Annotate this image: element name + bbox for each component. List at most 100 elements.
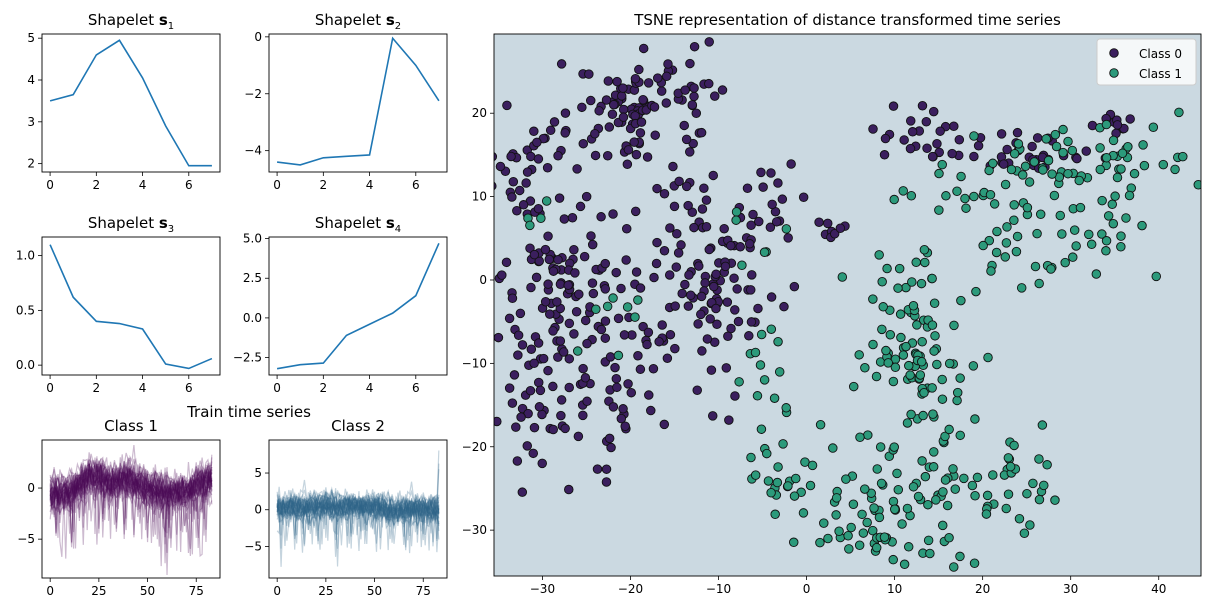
legend: Class 0 Class 1 bbox=[1096, 38, 1197, 86]
shapelet-line bbox=[49, 39, 212, 167]
scatter-point-class-0 bbox=[683, 200, 693, 211]
scatter-point-class-1 bbox=[1022, 202, 1033, 213]
scatter-point-class-0 bbox=[649, 102, 660, 112]
scatter-point-class-0 bbox=[504, 313, 515, 324]
train-series-line bbox=[276, 469, 440, 524]
scatter-point-class-0 bbox=[687, 207, 698, 218]
scatter-point-class-1 bbox=[1068, 252, 1078, 262]
scatter-point-class-1 bbox=[927, 273, 937, 284]
scatter-point-class-0 bbox=[708, 170, 719, 181]
scatter-point-class-0 bbox=[634, 64, 644, 75]
scatter-point-class-0 bbox=[722, 297, 733, 307]
shapelet-2-plot: 0 2 4 6 −4 −2 0 Shapelet s2 bbox=[244, 11, 448, 192]
scatter-point-class-1 bbox=[883, 358, 893, 368]
train-series-line bbox=[276, 489, 440, 542]
scatter-point-class-0 bbox=[616, 413, 627, 424]
scatter-point-class-1 bbox=[908, 300, 919, 311]
train-series-line bbox=[49, 463, 213, 564]
scatter-point-class-1 bbox=[591, 304, 601, 315]
scatter-point-class-0 bbox=[494, 416, 502, 427]
scatter-point-class-0 bbox=[697, 346, 707, 356]
scatter-point-class-1 bbox=[773, 336, 783, 347]
scatter-point-class-1 bbox=[1009, 200, 1019, 210]
scatter-point-class-0 bbox=[629, 137, 639, 147]
train-series-line bbox=[276, 492, 440, 567]
y-tick-label: 5 bbox=[254, 466, 262, 480]
scatter-point-class-1 bbox=[1123, 142, 1133, 152]
train-series-line bbox=[276, 486, 440, 541]
scatter-point-class-0 bbox=[601, 95, 612, 105]
scatter-point-class-1 bbox=[888, 376, 899, 387]
x-tick-label: −20 bbox=[618, 582, 643, 596]
x-tick-label: 0 bbox=[46, 178, 54, 192]
scatter-point-class-1 bbox=[907, 277, 917, 287]
scatter-point-class-1 bbox=[1101, 246, 1111, 256]
scatter-point-class-1 bbox=[888, 554, 898, 565]
scatter-point-class-0 bbox=[554, 193, 565, 203]
scatter-point-class-0 bbox=[525, 243, 535, 254]
x-tick-label: 2 bbox=[320, 178, 328, 192]
scatter-point-class-1 bbox=[572, 346, 583, 356]
scatter-point-class-1 bbox=[860, 484, 870, 494]
scatter-point-class-1 bbox=[1055, 210, 1066, 221]
scatter-point-class-1 bbox=[882, 263, 892, 274]
scatter-point-class-1 bbox=[893, 283, 903, 293]
train-series-line bbox=[49, 466, 213, 575]
train-series-line bbox=[276, 492, 440, 541]
x-tick-label: 25 bbox=[91, 584, 106, 598]
scatter-point-class-1 bbox=[1107, 199, 1118, 210]
scatter-point-class-0 bbox=[643, 327, 654, 338]
train-series-line bbox=[276, 492, 440, 551]
scatter-point-class-0 bbox=[586, 231, 596, 241]
x-tick-label: 6 bbox=[412, 178, 420, 192]
scatter-point-class-1 bbox=[731, 207, 742, 217]
scatter-point-class-0 bbox=[670, 301, 680, 311]
scatter-point-class-0 bbox=[587, 278, 598, 288]
scatter-point-class-1 bbox=[823, 533, 833, 544]
scatter-point-class-0 bbox=[518, 200, 529, 210]
scatter-point-class-1 bbox=[737, 260, 747, 270]
scatter-point-class-1 bbox=[770, 509, 780, 520]
scatter-point-class-0 bbox=[553, 255, 563, 265]
scatter-point-class-1 bbox=[731, 215, 741, 225]
legend-marker bbox=[1109, 48, 1119, 58]
scatter-point-class-1 bbox=[879, 532, 890, 542]
scatter-point-class-1 bbox=[759, 375, 770, 385]
scatter-point-class-1 bbox=[1058, 124, 1068, 135]
train-series-line bbox=[49, 462, 213, 540]
train-series-line bbox=[276, 488, 440, 528]
scatter-point-class-1 bbox=[1009, 215, 1019, 225]
x-tick-label: 0 bbox=[273, 584, 281, 598]
scatter-point-class-0 bbox=[652, 237, 662, 248]
scatter-point-class-0 bbox=[535, 385, 546, 396]
scatter-point-class-0 bbox=[742, 183, 753, 194]
shapelet-4-plot: 0 2 4 6 −2.5 0.0 2.5 5.0 Shapelet s4 bbox=[233, 214, 448, 395]
train-series-line bbox=[49, 460, 213, 512]
scatter-point-class-1 bbox=[952, 395, 962, 406]
scatter-point-class-1 bbox=[1101, 152, 1112, 163]
scatter-point-class-0 bbox=[646, 405, 656, 416]
scatter-point-class-0 bbox=[684, 270, 694, 280]
scatter-point-class-1 bbox=[919, 387, 929, 398]
scatter-point-class-0 bbox=[689, 222, 699, 233]
scatter-point-class-1 bbox=[1086, 239, 1097, 250]
scatter-point-class-0 bbox=[623, 379, 633, 389]
train-panel-title: Class 2 bbox=[331, 417, 385, 435]
scatter-point-class-1 bbox=[630, 312, 640, 322]
scatter-point-class-1 bbox=[1101, 119, 1112, 130]
scatter-point-class-1 bbox=[889, 442, 899, 452]
axes-frame bbox=[268, 439, 448, 579]
scatter-point-class-0 bbox=[789, 281, 800, 292]
shapelet-title: Shapelet s3 bbox=[88, 214, 174, 235]
scatter-point-class-1 bbox=[934, 205, 944, 215]
scatter-point-class-1 bbox=[1097, 229, 1107, 239]
scatter-point-class-0 bbox=[608, 402, 619, 412]
train-series-line bbox=[49, 456, 213, 552]
y-tick-label: 0.0 bbox=[16, 358, 35, 372]
train-series-line bbox=[49, 457, 213, 538]
train-series-line bbox=[49, 464, 213, 517]
scatter-point-class-1 bbox=[948, 464, 958, 474]
scatter-point-class-1 bbox=[1000, 252, 1011, 262]
y-tick-label: −5 bbox=[244, 539, 262, 553]
axes-frame bbox=[268, 33, 448, 173]
